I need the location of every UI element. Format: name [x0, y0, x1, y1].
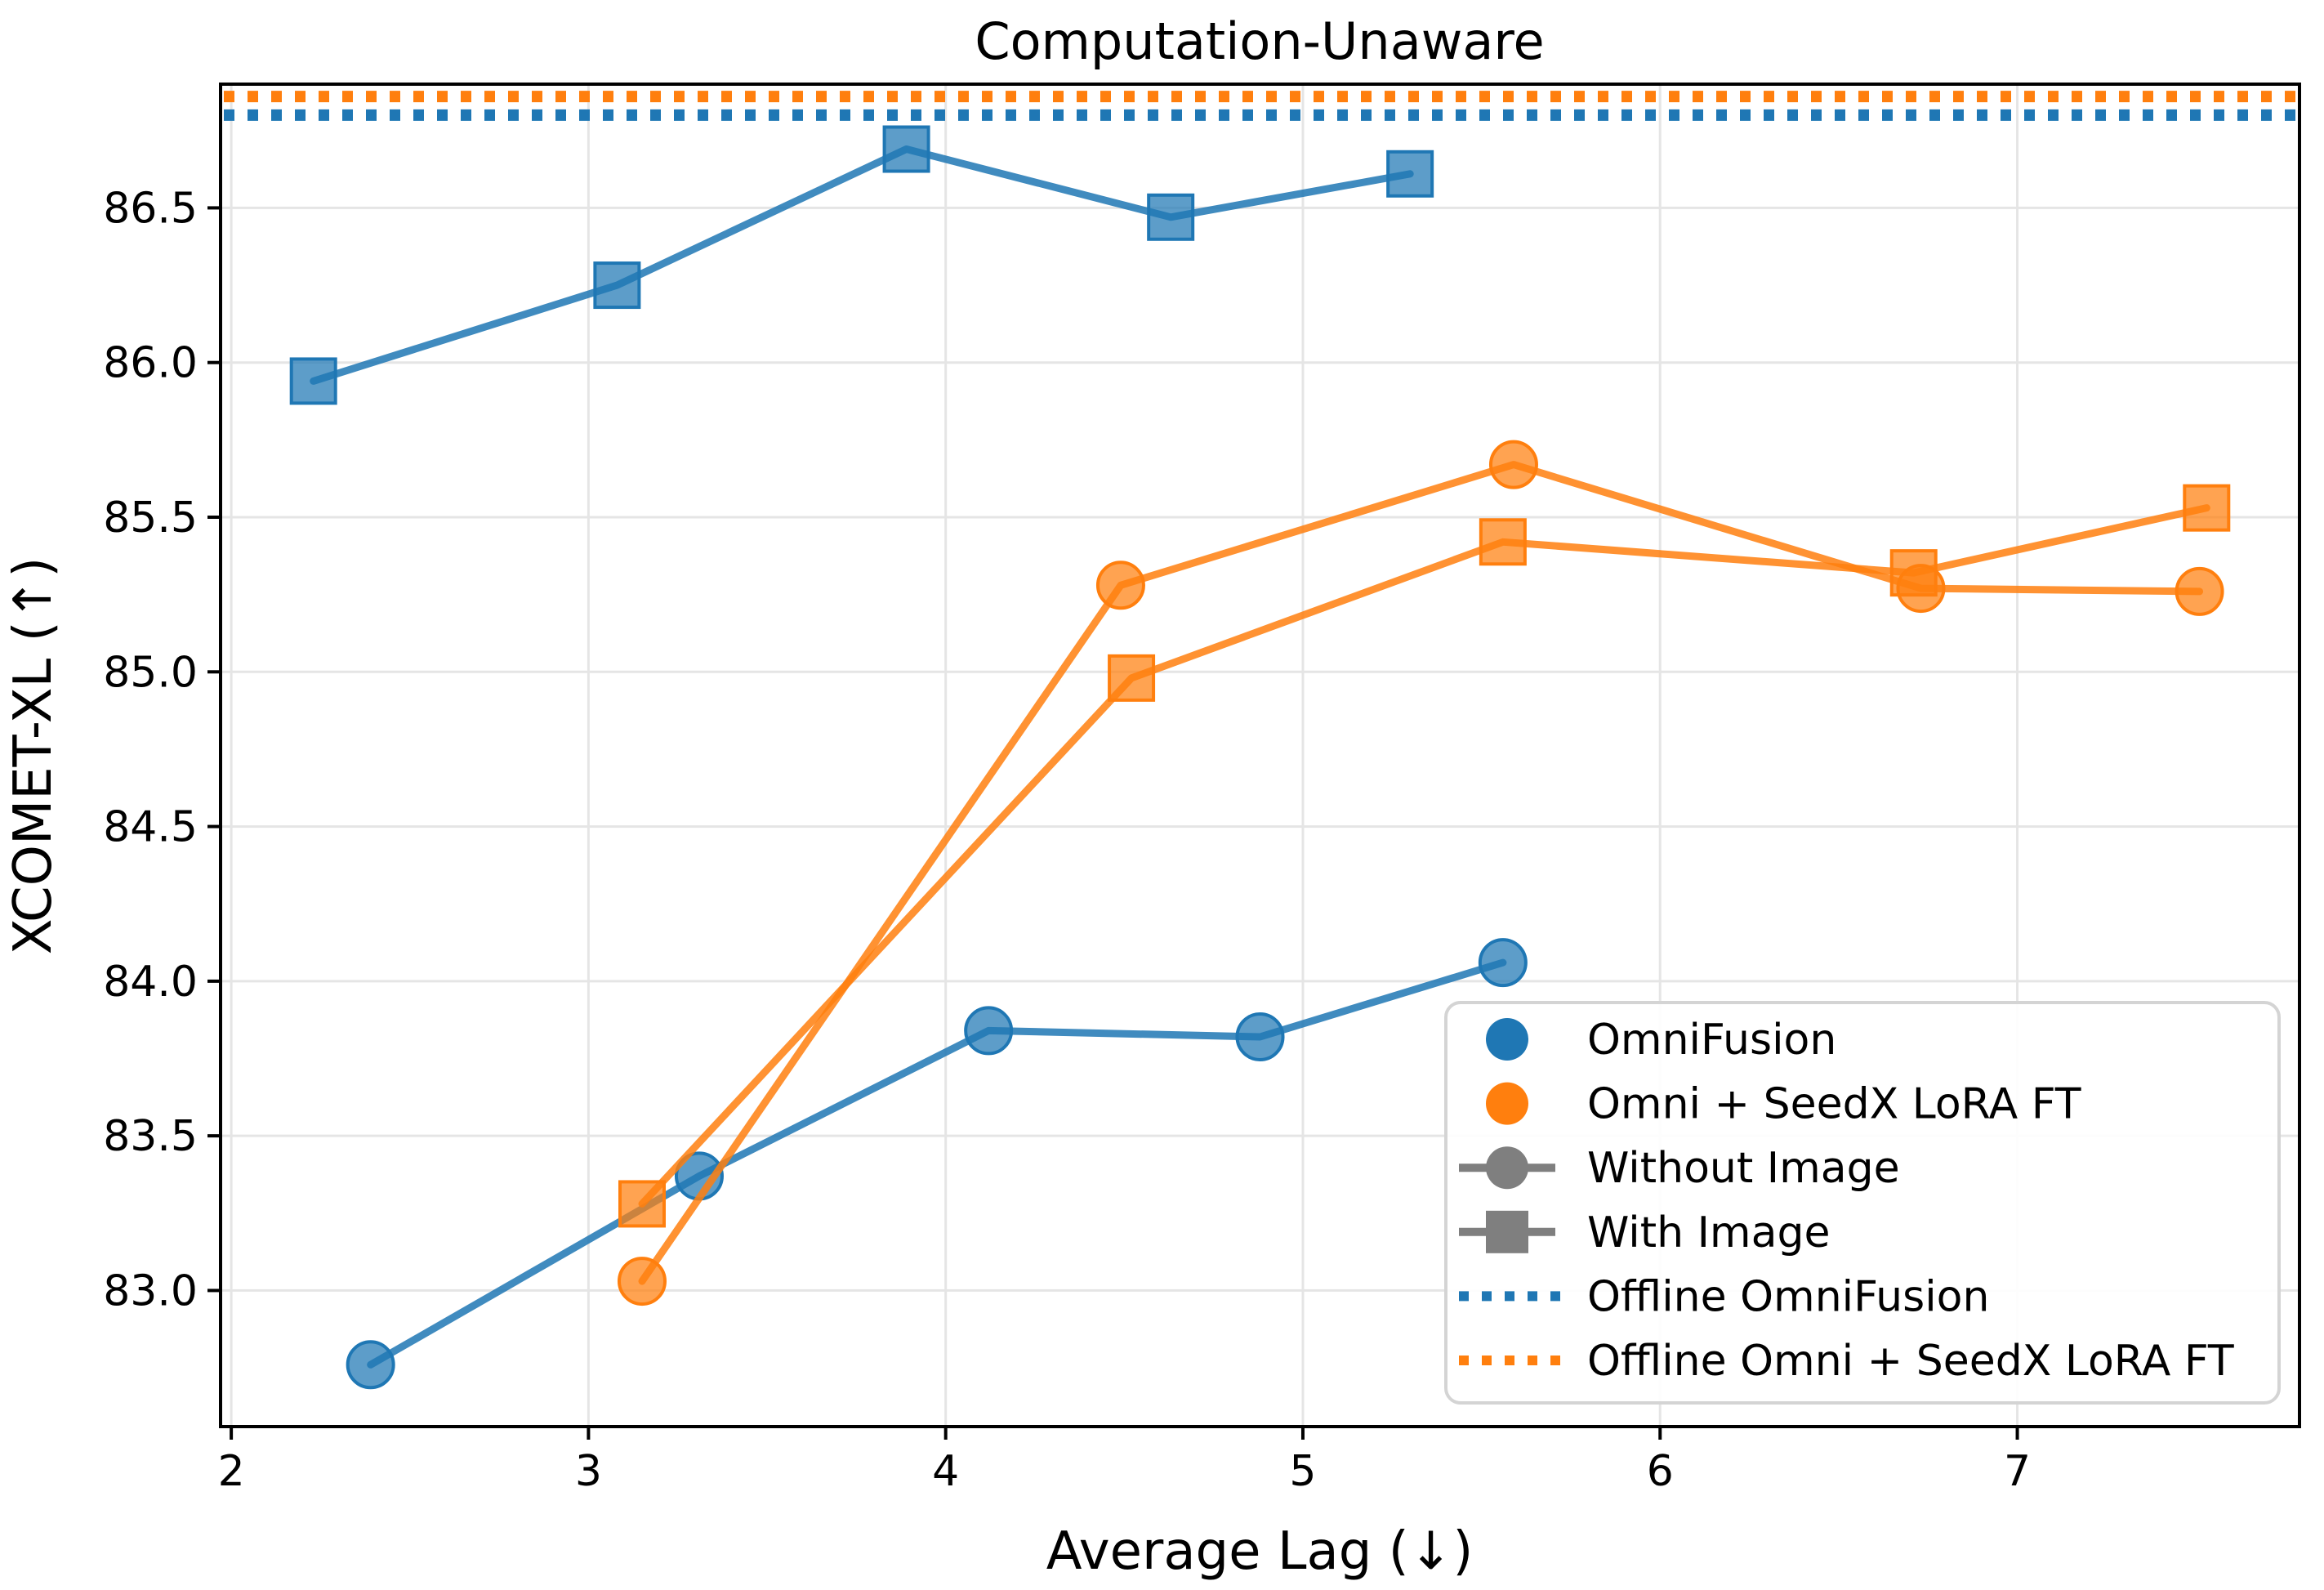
x-tick-labels: 2 3 4 5 6 7: [218, 1447, 2032, 1496]
legend: OmniFusion Omni + SeedX LoRA FT Without Im…: [1444, 1001, 2281, 1405]
legend-square-marker: [1486, 1210, 1528, 1253]
circle-marker: [617, 1257, 667, 1306]
y-tick-label: 86.0: [103, 339, 198, 388]
y-tick-labels: 83.0 83.5 84.0 84.5 85.0 85.5 86.0 86.5: [103, 184, 198, 1315]
legend-circle-marker: [1486, 1018, 1528, 1061]
x-tick-label: 6: [1647, 1447, 1674, 1496]
legend-label: With Image: [1587, 1208, 1830, 1257]
x-axis-label: Average Lag (↓): [1046, 1521, 1474, 1582]
legend-circle-marker: [1486, 1082, 1528, 1125]
x-tick-label: 5: [1289, 1447, 1316, 1496]
plot-frame: [219, 83, 2301, 1428]
axis-ticks: [207, 206, 2019, 1440]
series: [346, 938, 1528, 1390]
y-tick-label: 84.0: [103, 958, 198, 1007]
x-tick-label: 7: [2004, 1447, 2031, 1496]
y-tick-label: 85.0: [103, 648, 198, 697]
axes-spines: [219, 83, 2301, 1428]
x-tick-label: 2: [218, 1447, 245, 1496]
square-marker: [1147, 193, 1195, 241]
series-line: [310, 145, 1414, 385]
legend-entry: Offline OmniFusion: [1459, 1272, 1989, 1321]
square-marker: [1386, 150, 1434, 198]
legend-entry: OmniFusion: [1486, 1016, 1836, 1065]
circle-marker: [1488, 440, 1538, 489]
offline-reference-lines: [224, 91, 2296, 121]
legend-entry: Omni + SeedX LoRA FT: [1486, 1080, 2081, 1129]
y-tick-label: 86.5: [103, 184, 198, 233]
data-series: [289, 125, 2231, 1390]
y-tick-label: 85.5: [103, 494, 198, 543]
circle-marker: [2175, 566, 2224, 616]
legend-entry: Without Image: [1459, 1144, 1900, 1193]
series-line: [367, 958, 1507, 1369]
legend-label: Omni + SeedX LoRA FT: [1587, 1080, 2081, 1129]
square-marker: [1479, 518, 1527, 566]
circle-marker: [346, 1340, 395, 1390]
series: [289, 125, 1434, 405]
square-marker: [1108, 654, 1156, 702]
legend-label: Without Image: [1587, 1144, 1900, 1193]
circle-marker: [1095, 561, 1145, 610]
square-marker: [289, 357, 337, 405]
square-marker: [1889, 549, 1938, 597]
circle-marker: [964, 1006, 1014, 1056]
legend-label: OmniFusion: [1587, 1016, 1836, 1065]
circle-marker: [1478, 938, 1528, 988]
square-marker: [882, 125, 930, 173]
y-tick-label: 83.0: [103, 1266, 198, 1315]
legend-label: Offline OmniFusion: [1587, 1272, 1989, 1321]
chart-title: Computation-Unaware: [975, 11, 1544, 71]
legend-entry: Offline Omni + SeedX LoRA FT: [1459, 1337, 2234, 1386]
legend-label: Offline Omni + SeedX LoRA FT: [1587, 1337, 2234, 1386]
gridlines: [221, 84, 2299, 1427]
series: [618, 484, 2231, 1228]
x-tick-label: 4: [932, 1447, 959, 1496]
square-marker: [593, 261, 641, 310]
legend-circle-marker: [1486, 1146, 1528, 1190]
square-marker: [618, 1180, 666, 1228]
y-axis-label: XCOMET-XL (↑): [3, 557, 64, 954]
legend-entry: With Image: [1459, 1208, 1830, 1257]
legend-box: [1444, 1001, 2281, 1405]
y-tick-label: 83.5: [103, 1112, 198, 1161]
x-tick-label: 3: [575, 1447, 602, 1496]
y-tick-label: 84.5: [103, 803, 198, 852]
circle-marker: [1235, 1012, 1285, 1061]
square-marker: [2183, 484, 2231, 532]
